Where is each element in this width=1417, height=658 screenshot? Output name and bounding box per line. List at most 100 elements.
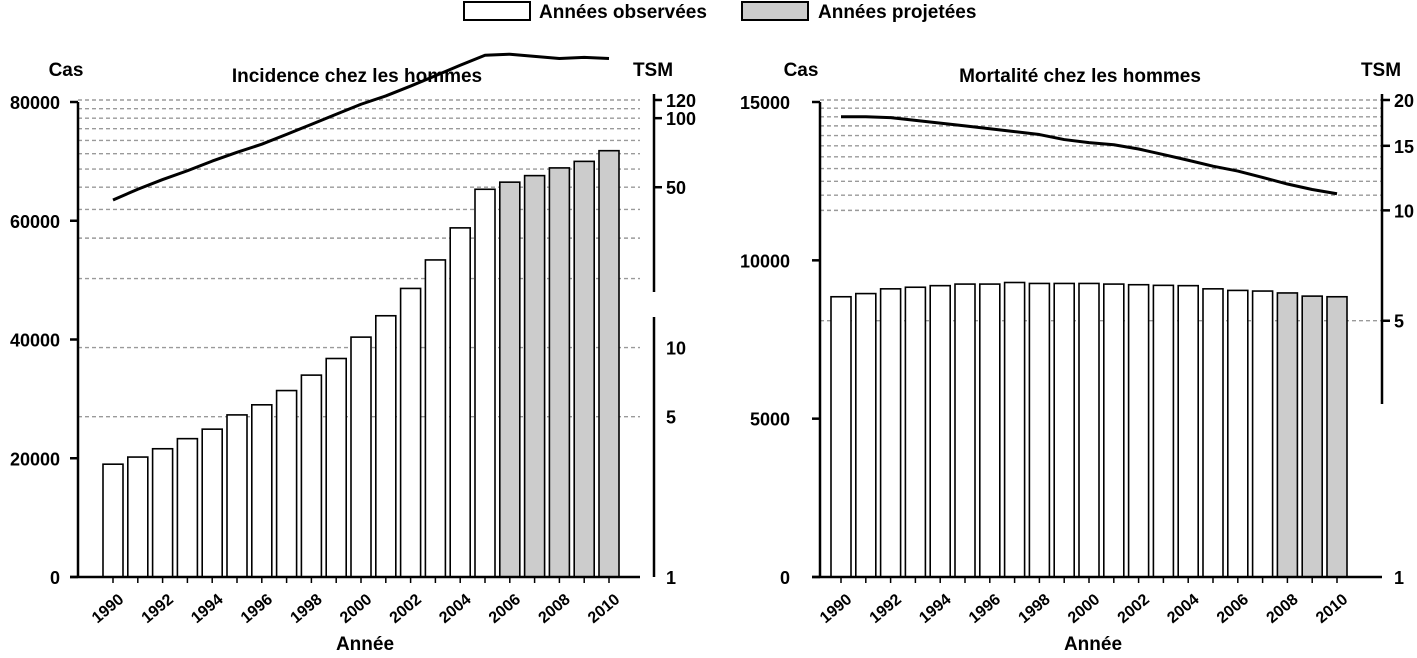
- incidence-tsm-line: [112, 52, 610, 202]
- mortality-y-tick-label: 10000: [740, 251, 790, 271]
- mortality-y2-tick-label: 20: [1394, 91, 1414, 111]
- incidence-y-tick-label: 60000: [10, 212, 60, 232]
- mortality-y-axis-label: Cas: [784, 60, 819, 81]
- incidence-bar-2004: [449, 227, 472, 578]
- mortality-x-tick-label: 2000: [1065, 591, 1103, 627]
- incidence-x-tick-label: 1998: [287, 591, 325, 627]
- incidence-x-tick-label: 2008: [535, 591, 573, 627]
- incidence-bar-1990: [102, 463, 124, 578]
- mortality-x-tick-label: 2002: [1115, 591, 1153, 627]
- incidence-y-tick-label: 40000: [10, 331, 60, 351]
- incidence-y-tick-label: 0: [50, 568, 60, 588]
- mortality-chart-title: Mortalité chez les hommes: [959, 66, 1201, 87]
- incidence-y2-tick-label: 100: [666, 109, 696, 129]
- incidence-chart-title: Incidence chez les hommes: [232, 66, 482, 87]
- mortality-bar-1997: [1003, 281, 1026, 578]
- mortality-y2-tick-label: 1: [1394, 568, 1404, 588]
- legend-label-observed: Années observées: [539, 2, 707, 23]
- mortality-bar-1990: [830, 295, 852, 578]
- incidence-y2-tick-label: 50: [666, 178, 686, 198]
- mortality-bar-2008: [1276, 292, 1299, 578]
- mortality-bar-1994: [929, 284, 952, 578]
- mortality-bar-1998: [1028, 282, 1051, 578]
- incidence-x-tick-label: 2006: [486, 591, 524, 627]
- mortality-y-tick-label: 5000: [750, 410, 790, 430]
- mortality-bar-1991: [854, 292, 877, 578]
- incidence-bar-2003: [424, 259, 447, 578]
- mortality-bar-1993: [904, 286, 927, 578]
- incidence-x-tick-label: 2000: [337, 591, 375, 627]
- mortality-bar-1996: [978, 283, 1001, 578]
- incidence-bar-1998: [300, 374, 323, 578]
- mortality-y2-axis-label: TSM: [1361, 60, 1401, 81]
- incidence-y2-tick-label: 1: [666, 568, 676, 588]
- mortality-x-tick-label: 2004: [1164, 591, 1202, 627]
- mortality-x-tick-label: 1996: [966, 591, 1004, 627]
- incidence-y2-tick-label: 10: [666, 339, 686, 359]
- mortality-y2-tick-label: 15: [1394, 137, 1414, 157]
- incidence-bar-1991: [127, 456, 149, 578]
- legend-label-projected: Années projetées: [818, 2, 976, 23]
- mortality-bar-1999: [1053, 282, 1075, 578]
- mortality-bar-2001: [1103, 283, 1125, 578]
- mortality-bar-2010: [1326, 295, 1348, 578]
- mortality-bar-2005: [1202, 288, 1224, 578]
- incidence-y-tick-label: 20000: [10, 449, 60, 469]
- incidence-bar-2005: [474, 188, 496, 578]
- mortality-y2-tick-label: 5: [1394, 312, 1404, 332]
- incidence-x-tick-label: 1994: [188, 591, 226, 627]
- incidence-y-axis-label: Cas: [49, 60, 84, 81]
- incidence-bar-1992: [151, 447, 174, 578]
- incidence-bar-2007: [523, 174, 546, 578]
- incidence-x-axis-label: Année: [336, 634, 394, 653]
- incidence-y2-tick-label: 5: [666, 408, 676, 428]
- incidence-bar-1993: [176, 437, 199, 578]
- incidence-bar-1994: [201, 428, 223, 578]
- incidence-x-tick-label: 2010: [585, 591, 623, 627]
- incidence-bar-2009: [573, 160, 596, 578]
- mortality-y-tick-label: 15000: [740, 93, 790, 113]
- incidence-x-tick-label: 1990: [89, 591, 127, 627]
- incidence-bar-2010: [598, 149, 620, 578]
- incidence-y2-tick-label: 120: [666, 91, 696, 111]
- mortality-bar-2004: [1177, 284, 1199, 578]
- incidence-bar-1996: [251, 404, 273, 578]
- mortality-bar-2007: [1251, 290, 1274, 578]
- mortality-bar-2000: [1078, 282, 1100, 578]
- mortality-bar-2002: [1127, 283, 1150, 578]
- incidence-y2-axis-label: TSM: [633, 60, 673, 81]
- incidence-x-tick-label: 1996: [238, 591, 276, 627]
- mortality-tsm-line: [841, 115, 1338, 196]
- mortality-x-tick-label: 2006: [1214, 591, 1252, 627]
- incidence-y-tick-label: 80000: [10, 93, 60, 113]
- mortality-x-tick-label: 2008: [1263, 591, 1301, 627]
- mortality-bar-2003: [1152, 284, 1175, 578]
- mortality-x-tick-label: 1998: [1015, 591, 1053, 627]
- mortality-bar-2006: [1227, 289, 1249, 578]
- legend-swatch-observed: [463, 1, 531, 21]
- incidence-x-tick-label: 2004: [436, 591, 474, 627]
- mortality-x-axis-label: Année: [1064, 634, 1122, 653]
- incidence-bar-2001: [374, 314, 397, 578]
- mortality-x-tick-label: 1994: [916, 591, 954, 627]
- mortality-bar-2009: [1301, 295, 1323, 578]
- mortality-x-tick-label: 1992: [867, 591, 905, 627]
- incidence-x-tick-label: 2002: [387, 591, 425, 627]
- incidence-bar-1999: [325, 357, 348, 578]
- incidence-bar-2006: [498, 181, 521, 578]
- legend-swatch-projected: [741, 1, 809, 21]
- incidence-x-tick-label: 1992: [139, 591, 177, 627]
- mortality-bar-1992: [879, 288, 902, 578]
- mortality-x-tick-label: 2010: [1313, 591, 1351, 627]
- incidence-bar-1995: [226, 414, 248, 578]
- mortality-y-tick-label: 0: [780, 568, 790, 588]
- mortality-bar-1995: [954, 283, 976, 578]
- incidence-bar-2008: [548, 167, 571, 578]
- mortality-y2-tick-label: 10: [1394, 201, 1414, 221]
- mortality-x-tick-label: 1990: [817, 591, 855, 627]
- incidence-bar-2000: [350, 336, 372, 578]
- incidence-bar-1997: [275, 389, 298, 578]
- incidence-bar-2002: [399, 287, 422, 578]
